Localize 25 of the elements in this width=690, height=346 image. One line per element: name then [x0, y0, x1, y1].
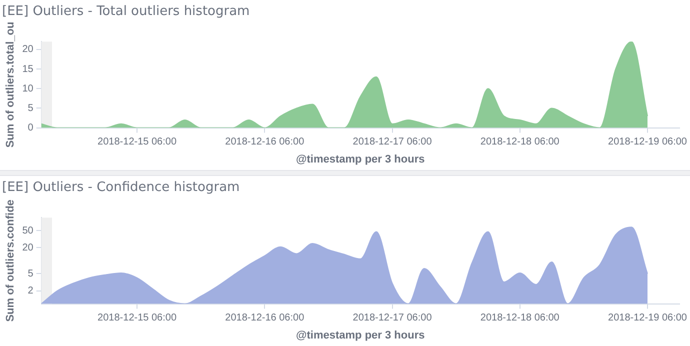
y-tick-label: 20 — [22, 242, 34, 254]
x-tick-label: 2018-12-18 06:00 — [480, 136, 560, 148]
y-tick-label: 20 — [22, 44, 34, 56]
y-tick-label: 2 — [28, 286, 34, 297]
y-tick-label: 5 — [28, 268, 34, 280]
y-tick-label: 15 — [22, 64, 34, 75]
x-tick-label: 2018-12-17 06:00 — [352, 136, 432, 148]
x-tick-label: 2018-12-17 06:00 — [352, 312, 432, 324]
y-tick-label: 5 — [28, 102, 34, 114]
y-axis-title: Sum of outliers.confide — [4, 200, 17, 322]
y-tick-label: 10 — [22, 83, 34, 94]
chart-title: [EE] Outliers - Total outliers histogram — [2, 4, 250, 20]
x-tick-label: 2018-12-19 06:00 — [608, 312, 688, 324]
x-axis-title: @timestamp per 3 hours — [296, 329, 425, 342]
x-tick-label: 2018-12-15 06:00 — [98, 136, 177, 148]
y-axis-title: Sum of outliers.total_ou — [4, 22, 17, 148]
x-tick-label: 2018-12-15 06:00 — [98, 312, 177, 324]
x-tick-label: 2018-12-19 06:00 — [608, 136, 688, 148]
x-tick-label: 2018-12-18 06:00 — [480, 312, 560, 324]
x-tick-label: 2018-12-16 06:00 — [225, 312, 305, 324]
chart-title: [EE] Outliers - Confidence histogram — [2, 180, 240, 196]
y-tick-label: 50 — [22, 225, 34, 236]
y-tick-label: 0 — [28, 122, 34, 134]
x-axis-title: @timestamp per 3 hours — [296, 153, 425, 166]
x-tick-label: 2018-12-16 06:00 — [225, 136, 305, 148]
